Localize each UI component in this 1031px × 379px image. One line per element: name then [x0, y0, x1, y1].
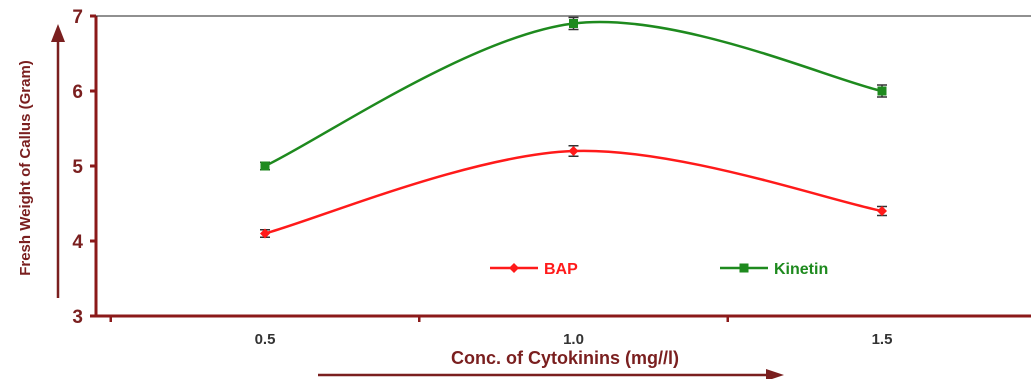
x-tick-label: 1.0	[563, 331, 584, 348]
x-ticks: 0.5 1.0 1.5	[109, 316, 893, 348]
x-axis-arrowhead	[766, 369, 784, 379]
legend-item-kinetin: Kinetin	[720, 261, 828, 278]
series-bap	[260, 145, 887, 239]
legend-marker	[509, 263, 519, 273]
legend-item-bap: BAP	[490, 261, 578, 278]
y-tick-label: 7	[72, 7, 83, 28]
legend-label: Kinetin	[774, 261, 828, 278]
data-point	[568, 146, 579, 156]
data-point	[260, 228, 270, 239]
y-ticks: 3 4 5 6 7	[72, 7, 96, 328]
series-line	[264, 149, 883, 235]
x-tick-label: 1.5	[872, 331, 893, 348]
data-point	[569, 19, 578, 28]
x-tick-label: 0.5	[255, 331, 276, 348]
y-tick-label: 3	[72, 307, 83, 328]
y-tick-label: 4	[72, 232, 83, 253]
series-layer	[260, 16, 887, 239]
y-tick-label: 6	[72, 82, 83, 103]
legend-marker	[739, 263, 749, 273]
y-axis-arrowhead	[51, 24, 65, 42]
data-point	[877, 206, 887, 216]
data-point	[877, 86, 887, 96]
data-point	[260, 161, 270, 171]
y-axis-label: Fresh Weight of Callus (Gram)	[17, 60, 34, 276]
legend-label: BAP	[544, 261, 578, 278]
series-kinetin	[260, 16, 887, 171]
series-line	[264, 20, 883, 168]
legend: BAP Kinetin	[490, 261, 828, 278]
x-axis-label: Conc. of Cytokinins (mg//l)	[451, 348, 679, 368]
y-tick-label: 5	[72, 157, 83, 178]
